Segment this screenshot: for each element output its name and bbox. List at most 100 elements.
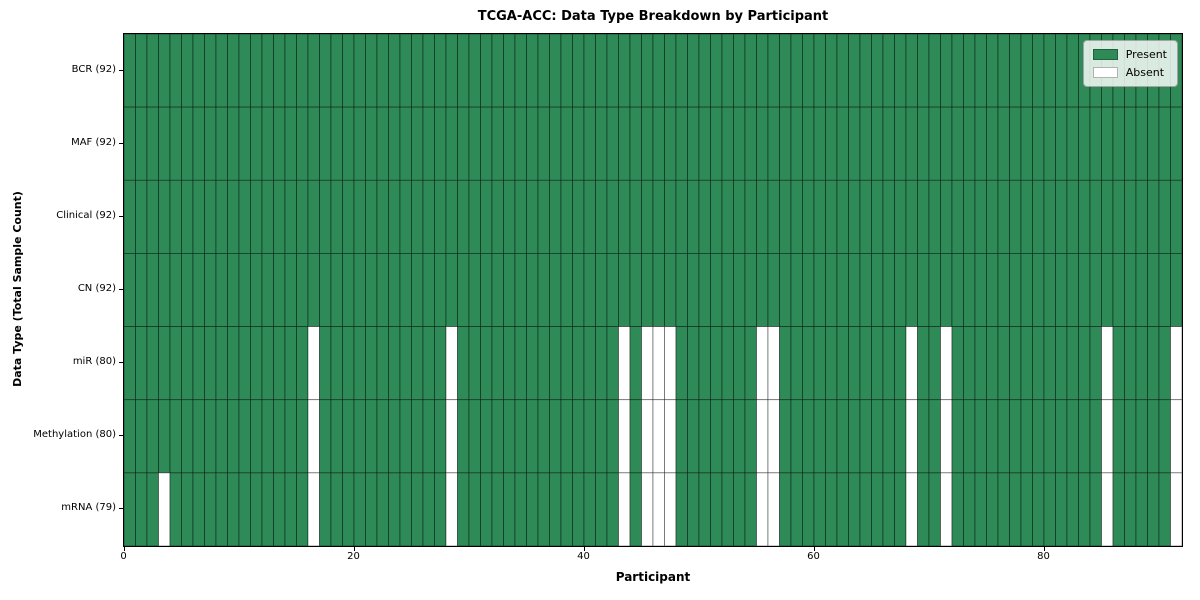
heatmap-cell xyxy=(503,106,516,181)
heatmap-cell xyxy=(1043,34,1056,108)
heatmap-cell xyxy=(491,179,504,254)
heatmap-cell xyxy=(342,34,355,108)
heatmap-cell xyxy=(192,34,205,108)
heatmap-cell xyxy=(273,179,286,254)
heatmap-cell xyxy=(215,472,228,546)
heatmap-cell xyxy=(905,472,918,546)
heatmap-cell xyxy=(1078,326,1091,401)
y-tick-mark xyxy=(119,69,123,71)
heatmap-cell xyxy=(710,106,723,181)
heatmap-cell xyxy=(606,472,619,546)
heatmap-cell xyxy=(1089,106,1102,181)
heatmap-cell xyxy=(1055,106,1068,181)
x-tick-mark xyxy=(353,547,355,551)
heatmap-cell xyxy=(951,179,964,254)
heatmap-cell xyxy=(445,326,458,401)
heatmap-cell xyxy=(675,253,688,327)
heatmap-cell xyxy=(376,179,389,254)
heatmap-cell xyxy=(848,399,861,474)
heatmap-cell xyxy=(124,399,136,474)
heatmap-cell xyxy=(698,34,711,108)
heatmap-cell xyxy=(457,399,470,474)
x-tick-label: 60 xyxy=(807,551,820,562)
heatmap-cell xyxy=(618,253,631,327)
heatmap-cell xyxy=(411,106,424,181)
heatmap-cell xyxy=(940,472,953,546)
heatmap-cell xyxy=(997,179,1010,254)
heatmap-cell xyxy=(1066,34,1079,108)
heatmap-cell xyxy=(974,106,987,181)
heatmap-cell xyxy=(825,472,838,546)
legend-swatch-absent xyxy=(1092,67,1118,78)
heatmap-cell xyxy=(399,253,412,327)
heatmap-cell xyxy=(560,179,573,254)
heatmap-cell xyxy=(491,34,504,108)
heatmap-cell xyxy=(951,253,964,327)
heatmap-cell xyxy=(974,399,987,474)
heatmap-cell xyxy=(1158,179,1171,254)
heatmap-cell xyxy=(917,34,930,108)
heatmap-cell xyxy=(1009,326,1022,401)
heatmap-cell xyxy=(1124,399,1137,474)
heatmap-cell xyxy=(583,34,596,108)
heatmap-cell xyxy=(1135,399,1148,474)
heatmap-cell xyxy=(468,106,481,181)
heatmap-cell xyxy=(457,253,470,327)
heatmap-cell xyxy=(779,399,792,474)
heatmap-cell xyxy=(307,326,320,401)
heatmap-cell xyxy=(353,253,366,327)
y-tick-mark xyxy=(119,215,123,217)
heatmap-cell xyxy=(169,34,182,108)
heatmap-cell xyxy=(169,253,182,327)
heatmap-cell xyxy=(963,472,976,546)
heatmap-cell xyxy=(1009,179,1022,254)
heatmap-cell xyxy=(296,253,309,327)
heatmap-cell xyxy=(238,106,251,181)
heatmap-cell xyxy=(940,253,953,327)
heatmap-cell xyxy=(675,472,688,546)
heatmap-cell xyxy=(606,34,619,108)
y-tick-label: Methylation (80) xyxy=(33,429,116,441)
heatmap-cell xyxy=(146,253,159,327)
heatmap-cell xyxy=(813,472,826,546)
heatmap-cell xyxy=(273,34,286,108)
heatmap-cell xyxy=(1124,326,1137,401)
heatmap-cell xyxy=(1112,326,1125,401)
heatmap-cell xyxy=(710,472,723,546)
heatmap-cell xyxy=(595,253,608,327)
heatmap-cell xyxy=(560,472,573,546)
heatmap-cell xyxy=(491,472,504,546)
heatmap-cell xyxy=(652,106,665,181)
heatmap-cell xyxy=(261,34,274,108)
heatmap-cell xyxy=(848,472,861,546)
heatmap-cell xyxy=(813,179,826,254)
heatmap-cell xyxy=(399,34,412,108)
heatmap-cell xyxy=(124,253,136,327)
heatmap-cell xyxy=(963,34,976,108)
heatmap-cell xyxy=(744,179,757,254)
heatmap-cell xyxy=(652,472,665,546)
heatmap-cell xyxy=(238,326,251,401)
heatmap-cell xyxy=(457,326,470,401)
heatmap-cell xyxy=(146,399,159,474)
heatmap-cell xyxy=(802,34,815,108)
heatmap-cell xyxy=(917,179,930,254)
heatmap-cell xyxy=(261,399,274,474)
heatmap-cell xyxy=(618,34,631,108)
heatmap-cell xyxy=(1101,106,1114,181)
heatmap-cell xyxy=(618,472,631,546)
heatmap-cell xyxy=(146,472,159,546)
heatmap-cell xyxy=(480,253,493,327)
heatmap-cell xyxy=(710,399,723,474)
heatmap-cell xyxy=(480,472,493,546)
heatmap-cell xyxy=(1078,472,1091,546)
heatmap-cell xyxy=(687,34,700,108)
heatmap-cell xyxy=(894,179,907,254)
heatmap-cell xyxy=(284,106,297,181)
heatmap-cell xyxy=(779,34,792,108)
heatmap-cell xyxy=(365,106,378,181)
heatmap-cell xyxy=(434,106,447,181)
heatmap-cell xyxy=(411,34,424,108)
chart-title: TCGA-ACC: Data Type Breakdown by Partici… xyxy=(477,9,829,24)
heatmap-cell xyxy=(411,326,424,401)
